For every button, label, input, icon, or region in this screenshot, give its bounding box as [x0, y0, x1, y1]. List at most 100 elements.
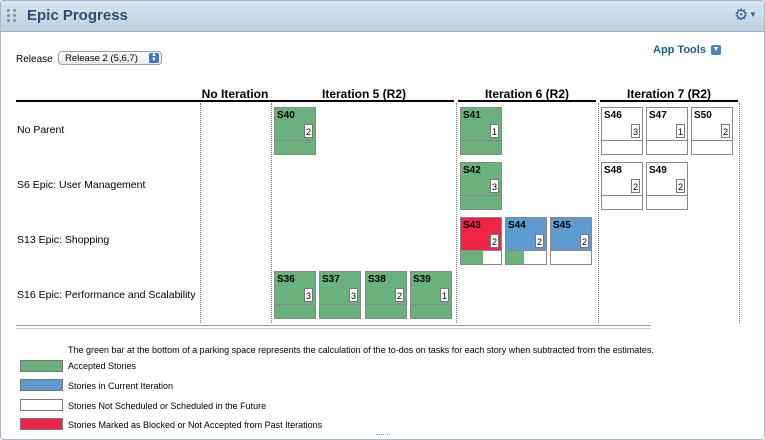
legend-label-accepted: Accepted Stories: [68, 361, 137, 371]
progress-bar: [692, 140, 732, 154]
legend-note: The green bar at the bottom of a parking…: [68, 345, 654, 355]
column-divider: [200, 103, 201, 323]
story-estimate: 2: [631, 179, 640, 193]
story-id: S47: [649, 110, 667, 121]
release-select-value: Release 2 (5,6,7): [65, 53, 138, 64]
story-card[interactable]: S50 2: [691, 107, 733, 155]
story-card[interactable]: S44 2: [505, 217, 547, 265]
header-divider: [600, 100, 738, 102]
progress-bar-fill: [411, 305, 451, 318]
story-id: S42: [463, 165, 481, 176]
row-label-performance: S16 Epic: Performance and Scalability: [17, 289, 196, 301]
panel-header: Epic Progress ⚙ ▼: [1, 1, 764, 32]
resize-handle[interactable]: [376, 434, 390, 438]
legend-swatch-future: [20, 399, 63, 411]
story-card[interactable]: S49 2: [646, 162, 688, 210]
story-card[interactable]: S37 3: [319, 271, 361, 319]
row-label-shopping: S13 Epic: Shopping: [17, 234, 110, 246]
story-card[interactable]: S41 1: [460, 107, 502, 155]
story-card[interactable]: S47 1: [646, 107, 688, 155]
header-divider: [16, 100, 454, 102]
progress-bar: [275, 140, 315, 154]
story-card[interactable]: S38 2: [365, 271, 407, 319]
story-estimate: 2: [580, 234, 589, 248]
story-id: S46: [604, 110, 622, 121]
progress-bar: [366, 304, 406, 318]
release-label: Release: [16, 54, 53, 65]
column-divider: [739, 103, 740, 323]
drag-handle-icon[interactable]: [7, 9, 19, 23]
progress-bar: [275, 304, 315, 318]
release-select[interactable]: Release 2 (5,6,7) ▲ ▼: [58, 51, 162, 65]
story-estimate: 1: [490, 124, 499, 138]
progress-bar-fill: [275, 141, 315, 154]
story-id: S43: [463, 220, 481, 231]
progress-bar-fill: [461, 196, 501, 209]
story-card[interactable]: S48 2: [601, 162, 643, 210]
progress-bar-fill: [366, 305, 406, 318]
story-estimate: 3: [490, 179, 499, 193]
column-header-no-iteration: No Iteration: [201, 87, 269, 101]
story-card[interactable]: S42 3: [460, 162, 502, 210]
story-estimate: 2: [304, 124, 313, 138]
legend-label-current: Stories in Current Iteration: [68, 381, 174, 391]
story-estimate: 3: [631, 124, 640, 138]
progress-bar-fill: [320, 305, 360, 318]
story-estimate: 3: [304, 288, 313, 302]
legend-swatch-accepted: [20, 360, 63, 372]
row-label-no-parent: No Parent: [17, 124, 65, 136]
story-estimate: 1: [676, 124, 685, 138]
progress-bar-fill: [461, 251, 483, 264]
story-id: S40: [277, 110, 295, 121]
app-tools-link[interactable]: App Tools: [653, 44, 706, 56]
story-card[interactable]: S40 2: [274, 107, 316, 155]
progress-bar: [647, 140, 687, 154]
story-card[interactable]: S39 1: [410, 271, 452, 319]
story-card[interactable]: S46 3: [601, 107, 643, 155]
story-id: S49: [649, 165, 667, 176]
column-divider: [271, 103, 272, 323]
story-estimate: 1: [440, 288, 449, 302]
story-id: S38: [368, 274, 386, 285]
row-label-user-management: S6 Epic: User Management: [17, 179, 146, 191]
progress-bar-fill: [461, 141, 501, 154]
progress-bar: [647, 195, 687, 209]
story-id: S50: [694, 110, 712, 121]
grid-bottom-divider: [16, 328, 651, 329]
story-estimate: 2: [490, 234, 499, 248]
story-estimate: 2: [395, 288, 404, 302]
story-card[interactable]: S43 2: [460, 217, 502, 265]
progress-bar: [461, 140, 501, 154]
select-arrows-icon: ▲ ▼: [149, 52, 159, 63]
story-id: S41: [463, 110, 481, 121]
story-id: S37: [322, 274, 340, 285]
progress-bar: [551, 250, 591, 264]
header-divider: [458, 100, 596, 102]
column-header-iteration-7: Iteration 7 (R2): [626, 87, 711, 101]
chevron-down-icon[interactable]: ▼: [711, 45, 721, 55]
story-id: S48: [604, 165, 622, 176]
story-id: S39: [413, 274, 431, 285]
legend-label-blocked: Stories Marked as Blocked or Not Accepte…: [68, 420, 323, 430]
story-estimate: 2: [676, 179, 685, 193]
gear-icon[interactable]: ⚙: [734, 7, 749, 24]
column-divider: [598, 103, 599, 323]
progress-bar: [602, 140, 642, 154]
progress-bar: [602, 195, 642, 209]
legend-swatch-current: [20, 379, 63, 391]
column-header-iteration-6: Iteration 6 (R2): [484, 87, 569, 101]
story-id: S44: [508, 220, 526, 231]
chevron-down-icon[interactable]: ▼: [749, 10, 757, 19]
progress-bar: [411, 304, 451, 318]
story-estimate: 2: [721, 124, 730, 138]
panel-title: Epic Progress: [27, 7, 128, 24]
story-id: S45: [553, 220, 571, 231]
story-estimate: 3: [349, 288, 358, 302]
column-divider: [456, 103, 457, 323]
story-id: S36: [277, 274, 295, 285]
story-card[interactable]: S36 3: [274, 271, 316, 319]
column-header-iteration-5: Iteration 5 (R2): [321, 87, 406, 101]
grid-bottom-divider: [16, 325, 651, 326]
story-card[interactable]: S45 2: [550, 217, 592, 265]
